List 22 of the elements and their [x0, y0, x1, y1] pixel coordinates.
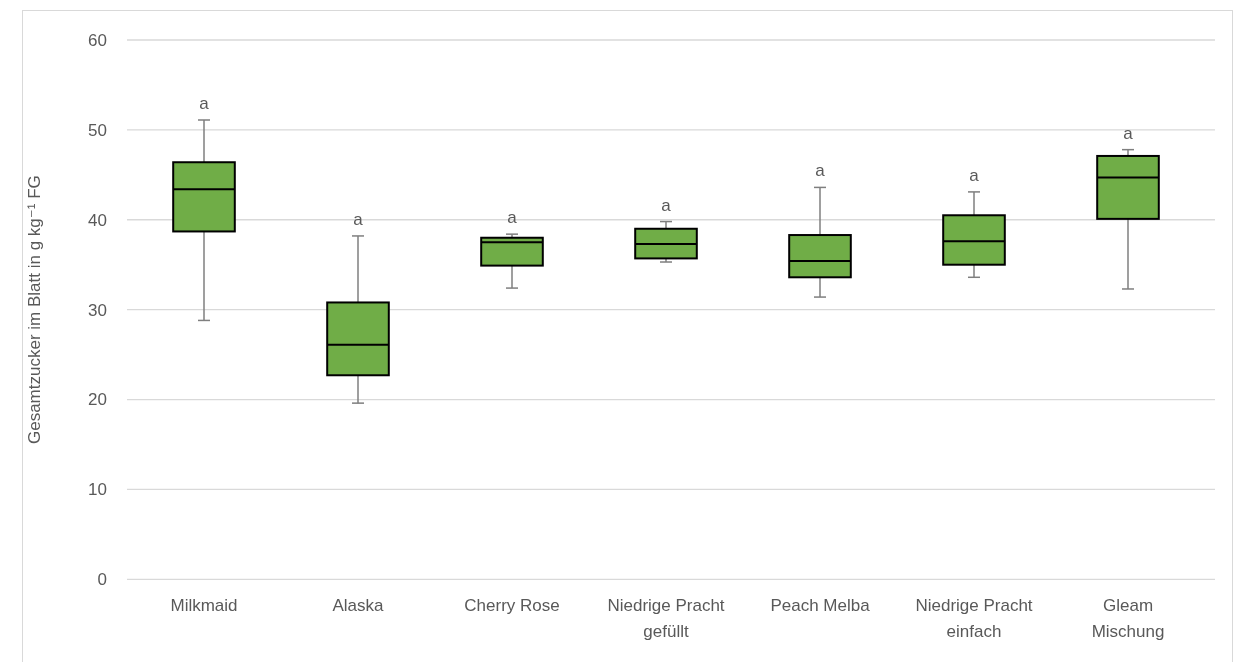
annotation: a	[969, 165, 980, 185]
x-tick-label: Niedrige Pracht gefüllt	[607, 596, 725, 641]
y-tick-label: 20	[88, 390, 107, 410]
y-tick-label: 10	[88, 480, 107, 500]
x-tick-label: Peach Melba	[770, 596, 871, 616]
annotation: a	[815, 161, 826, 181]
x-tick-label: Cherry Rose	[464, 596, 560, 616]
x-tick-label: Gleam Mischung	[1091, 596, 1165, 641]
annotation: a	[661, 195, 672, 215]
y-tick-label: 0	[97, 570, 107, 590]
annotation: a	[1123, 123, 1134, 143]
y-tick-label: 60	[88, 30, 107, 50]
annotation: a	[199, 94, 210, 113]
annotation: a	[507, 208, 518, 228]
y-axis-title: Gesamtzucker im Blatt in g kg⁻¹ FG	[25, 175, 44, 445]
x-tick-label: Alaska	[332, 596, 385, 616]
y-tick-label: 40	[88, 210, 107, 230]
y-tick-label: 50	[88, 120, 107, 140]
y-tick-label: 30	[88, 300, 107, 320]
x-tick-label: Niedrige Pracht einfach	[915, 596, 1033, 641]
annotation: a	[353, 209, 364, 229]
x-tick-label: Milkmaid	[170, 596, 238, 616]
